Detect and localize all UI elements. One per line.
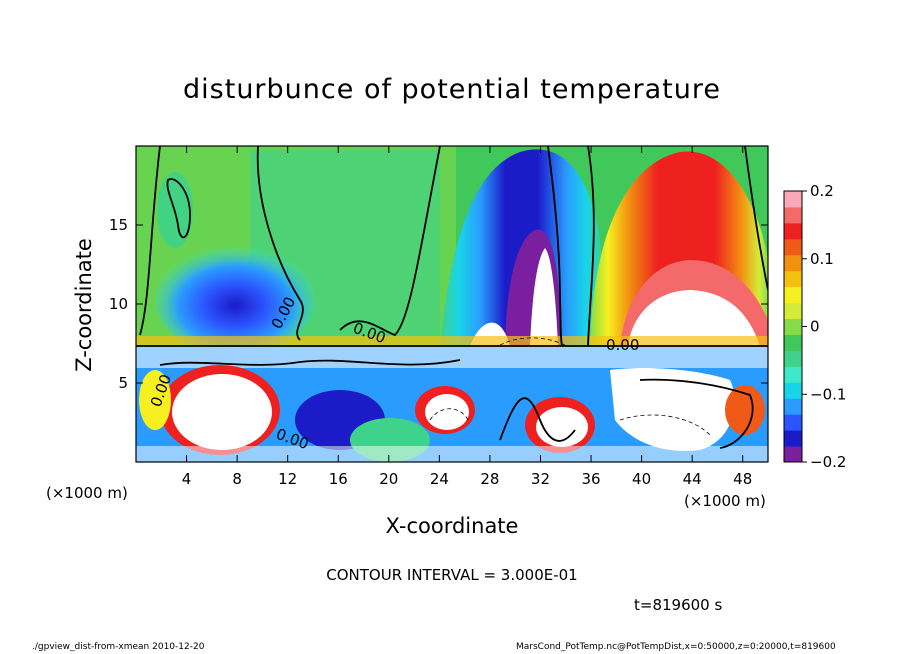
y-tick-label: 5 [118,374,128,392]
contour-label: 0.00 [606,336,639,354]
colorbar-swatch [784,191,802,208]
colorbar-swatch [784,430,802,447]
x-tick-label: 12 [278,470,297,488]
colorbar-tick-label: 0.2 [810,182,834,200]
x-tick-label: 8 [232,470,242,488]
y-axis-ticks: 5 10 15 [109,216,768,392]
chart-title: disturbunce of potential temperature [183,74,721,105]
time-label: t=819600 s [634,596,723,614]
colorbar-tick-label: 0.1 [810,250,834,268]
colorbar-swatch [784,286,802,304]
colorbar-swatch [784,254,802,272]
colorbar-tick-label: −0.1 [810,385,846,403]
colorbar-ticks: 0.2 0.1 0 −0.1 −0.2 [802,182,846,471]
footer-left: ./gpview_dist-from-xmean 2010-12-20 [32,642,205,652]
x-axis-ticks: 4 8 12 16 20 24 28 32 36 40 44 48 [182,146,752,488]
cool-anomaly-left [155,245,315,355]
contour-interval-text: CONTOUR INTERVAL = 3.000E-01 [326,566,578,584]
contour-lines [136,146,768,449]
colorbar-swatch [784,206,802,224]
x-tick-label: 20 [379,470,398,488]
colorbar-swatch [784,350,802,367]
colorbar-swatch [784,318,802,335]
colorbar-swatch [784,366,802,383]
x-axis-label: X-coordinate [385,514,519,538]
y-tick-label: 15 [109,216,128,234]
colorbar-swatch [784,238,802,256]
x-axis-unit-right: (×1000 m) [684,492,766,510]
colorbar-swatch [784,222,802,240]
colorbar-swatch [784,414,802,431]
x-tick-label: 48 [733,470,752,488]
x-tick-label: 4 [182,470,192,488]
colorbar-swatch [784,382,802,399]
x-tick-label: 24 [430,470,449,488]
x-tick-label: 28 [480,470,499,488]
footer-right: MarsCond_PotTemp.nc@PotTempDist,x=0:5000… [516,642,836,652]
y-tick-label: 10 [109,295,128,313]
plot-area [136,146,768,462]
colorbar-swatch [784,334,802,351]
colorbar [783,190,803,463]
x-tick-label: 44 [683,470,702,488]
colorbar-swatch [784,270,802,288]
x-tick-label: 36 [581,470,600,488]
colorbar-swatch [784,398,802,415]
y-axis-label: Z-coordinate [72,238,96,372]
colorbar-tick-label: 0 [810,318,820,336]
x-tick-label: 40 [632,470,651,488]
colorbar-swatch [784,446,802,463]
colorbar-swatch [784,302,802,320]
colorbar-tick-label: −0.2 [810,453,846,471]
x-tick-label: 32 [531,470,550,488]
x-tick-label: 16 [329,470,348,488]
x-axis-unit-left: (×1000 m) [46,484,128,502]
